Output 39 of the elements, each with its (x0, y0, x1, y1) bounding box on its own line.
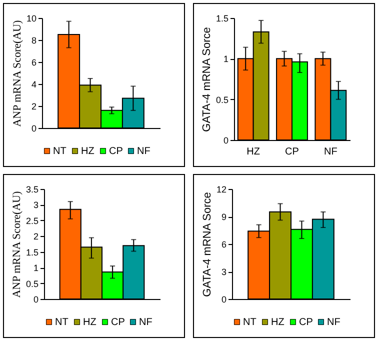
y-tick-label: 3 (221, 267, 226, 277)
y-tick-label: 1.5 (216, 14, 228, 24)
x-tick-label: HZ (246, 146, 260, 158)
y-tick-label: 8 (31, 36, 36, 46)
y-tick-label: 3.5 (26, 184, 38, 194)
y-tick-label: 1.5 (26, 247, 38, 258)
y-tick-label: 0.5 (26, 278, 38, 289)
y-tick-label: 2.5 (26, 216, 38, 226)
y-tick-label: 0 (31, 124, 36, 134)
y-axis-title: GATA-4 mRNA Sorce (200, 27, 213, 132)
y-tick-label: 6 (31, 58, 36, 68)
y-tick-label: 1 (223, 54, 228, 64)
legend-label: NT (55, 317, 68, 328)
legend-label: NT (243, 317, 256, 328)
y-axis-title: ANP mRNA Score(AU) (10, 190, 23, 298)
legend-label: NF (139, 317, 152, 328)
y-tick-label: 0.5 (216, 94, 228, 105)
y-tick-label: 4 (31, 80, 36, 90)
y-tick-label: 0 (223, 136, 228, 146)
x-tick-label: NF (324, 146, 338, 158)
y-tick-label: 0 (221, 294, 226, 304)
legend-label: HZ (83, 317, 96, 328)
y-tick-label: 3 (33, 200, 38, 210)
legend-label: NF (327, 317, 340, 328)
y-tick-label: 9 (221, 212, 226, 222)
legend-label: CP (111, 317, 126, 328)
y-tick-label: 2 (31, 102, 36, 112)
y-tick-label: 2 (33, 232, 38, 242)
legend-label: CP (299, 317, 314, 328)
legend-label: HZ (271, 317, 284, 328)
y-tick-label: 0 (33, 294, 38, 304)
y-axis-title: ANP mRNA Score(AU) (11, 20, 24, 127)
y-tick-label: 6 (221, 240, 226, 250)
y-axis-title: GATA-4 mRNA Sorce (201, 192, 214, 297)
y-tick-label: 10 (26, 14, 36, 24)
y-tick-label: 1 (33, 263, 38, 274)
x-tick-label: CP (285, 146, 300, 158)
legend-label: NT (53, 146, 66, 157)
y-tick-label: 12 (216, 184, 226, 194)
